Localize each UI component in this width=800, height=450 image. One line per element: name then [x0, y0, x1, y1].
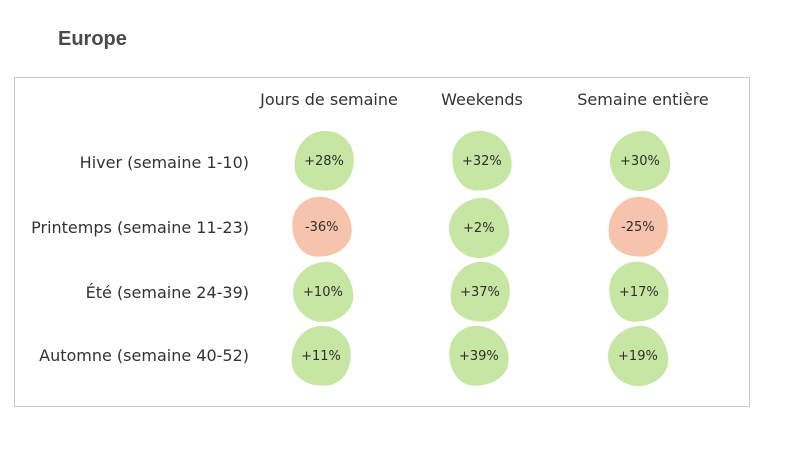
value-text: +28%: [304, 153, 344, 169]
value-text: +39%: [459, 348, 499, 364]
value-text: +10%: [303, 284, 343, 300]
comparison-table: [14, 77, 750, 407]
row-label-summer: Été (semaine 24-39): [85, 283, 249, 302]
value-text: -25%: [621, 219, 655, 235]
row-label-spring: Printemps (semaine 11-23): [31, 218, 249, 237]
value-text: +32%: [462, 153, 502, 169]
value-text: -36%: [305, 219, 339, 235]
row-label-autumn: Automne (semaine 40-52): [39, 346, 249, 365]
page-title: Europe: [58, 28, 127, 50]
value-text: +19%: [618, 348, 658, 364]
column-header-weekends: Weekends: [441, 90, 523, 109]
value-text: +2%: [463, 220, 495, 236]
row-label-winter: Hiver (semaine 1-10): [79, 153, 249, 172]
value-text: +37%: [460, 284, 500, 300]
value-text: +30%: [620, 153, 660, 169]
column-header-weekdays: Jours de semaine: [260, 90, 398, 109]
value-text: +11%: [301, 348, 341, 364]
column-header-full-week: Semaine entière: [577, 90, 709, 109]
value-text: +17%: [619, 284, 659, 300]
